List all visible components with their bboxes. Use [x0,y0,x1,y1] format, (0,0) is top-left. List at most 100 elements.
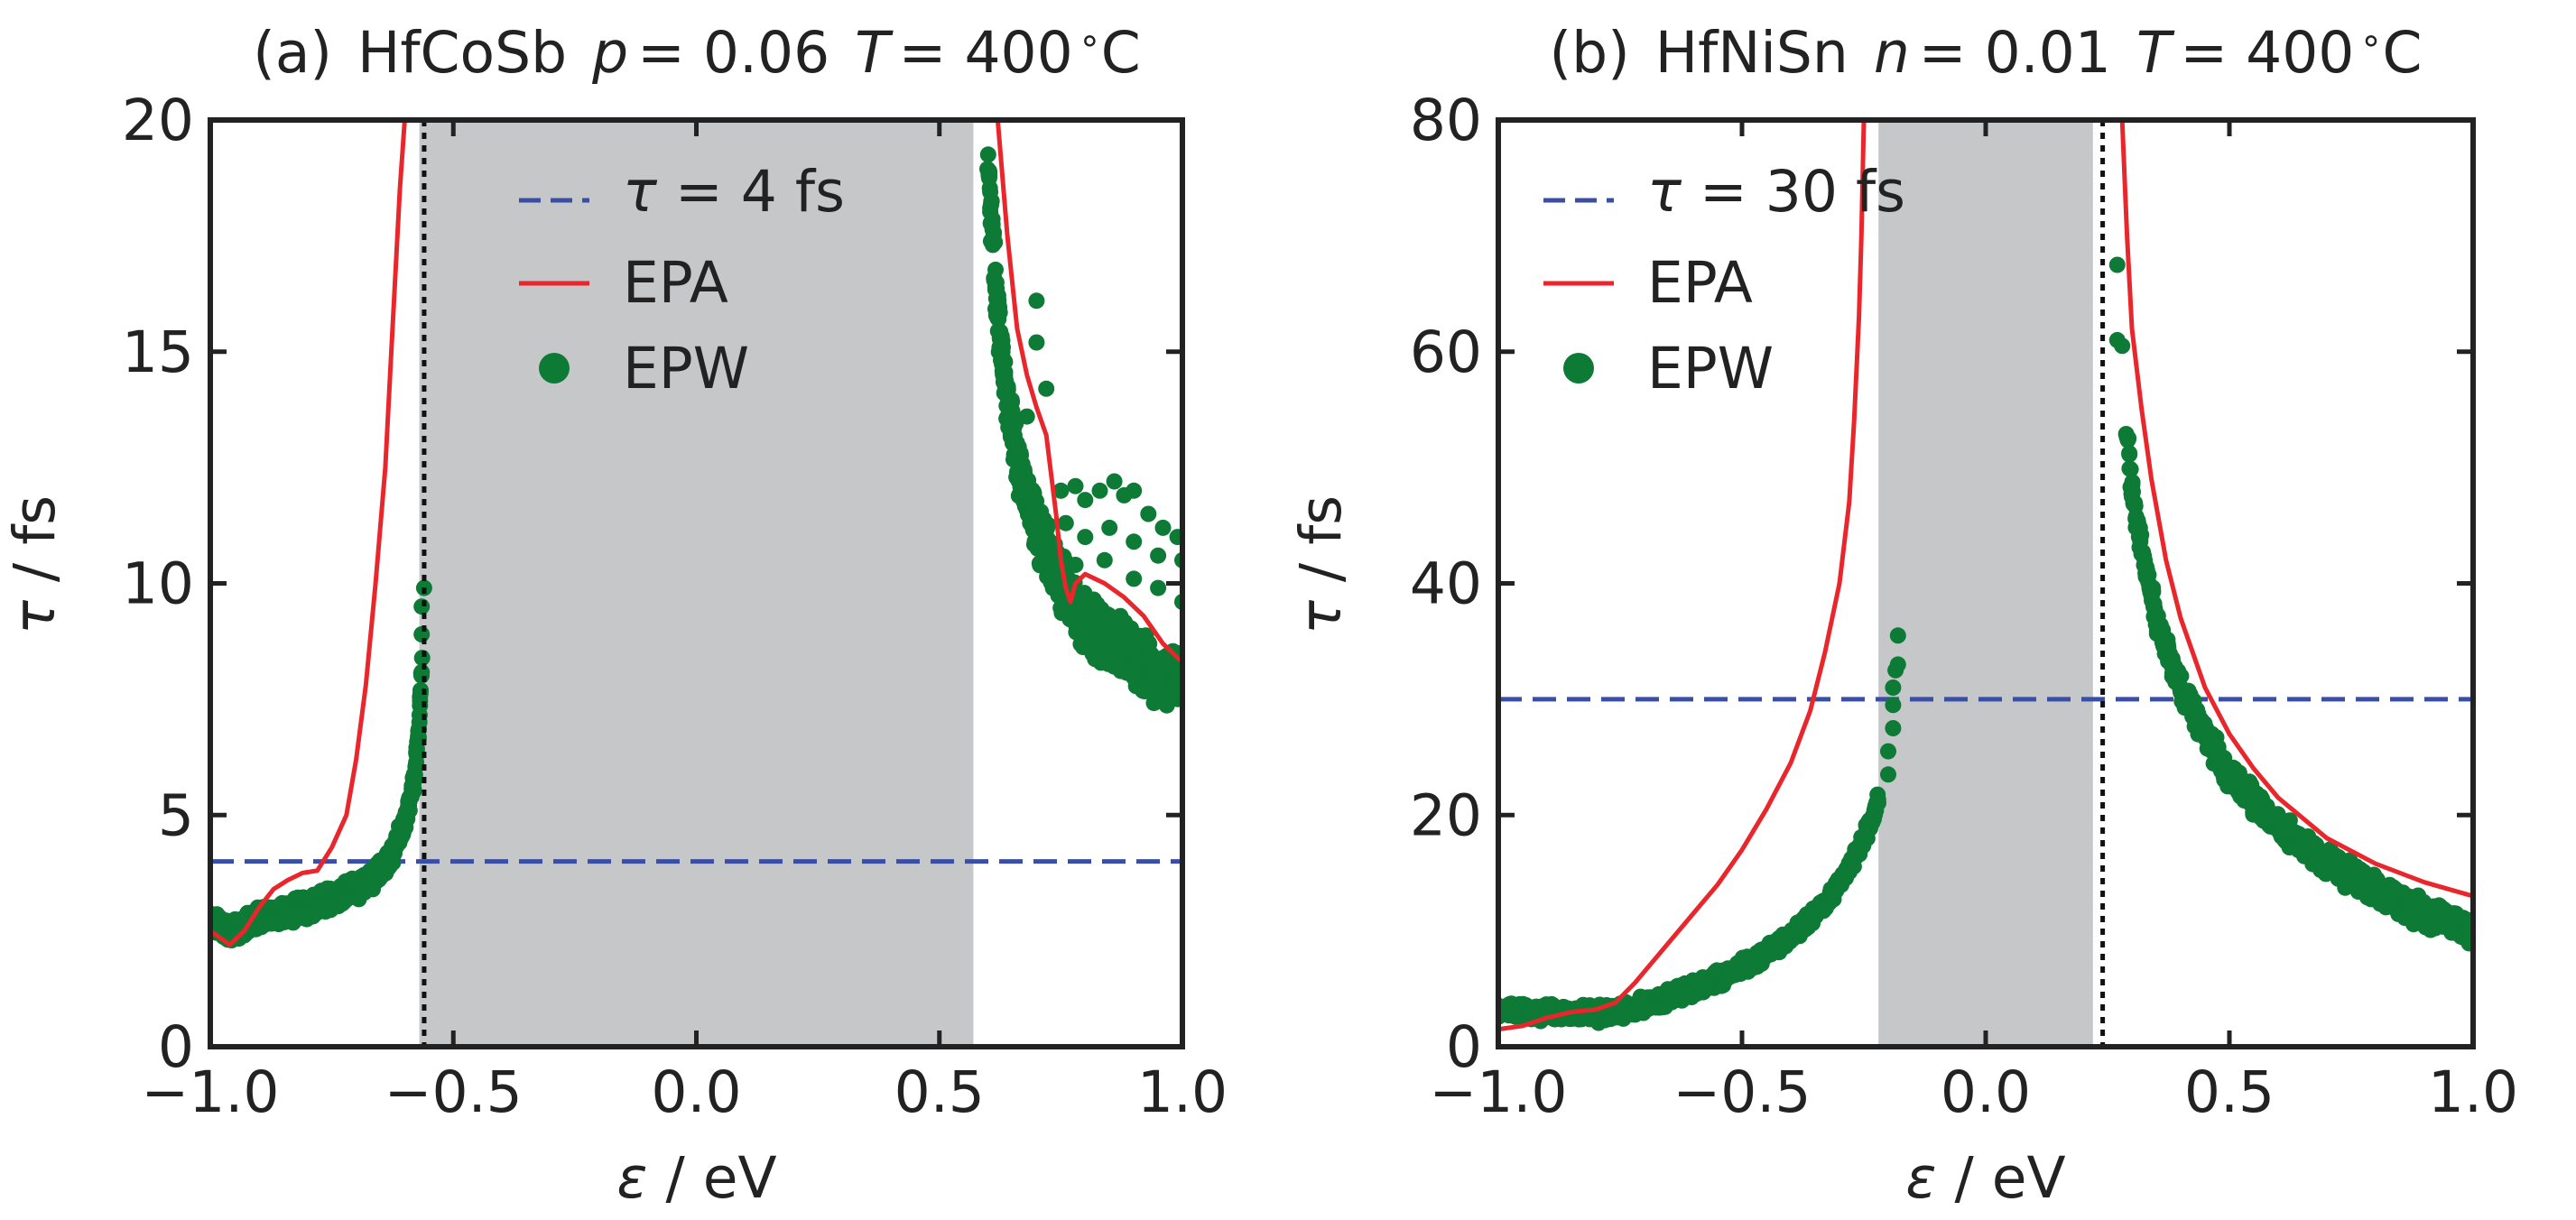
epw-point [1126,533,1143,550]
epw-point [1091,482,1108,499]
epw-point [1885,679,1902,696]
epw-point [1880,766,1896,783]
epa-curve-0 [210,120,408,947]
epw-point [413,598,431,615]
x-tick-label: −1.0 [1430,1059,1568,1125]
epw-point [1096,551,1113,568]
epw-point [1885,720,1902,736]
legend-b-dot-swatch [1563,353,1594,384]
epw-point [983,192,1000,209]
epw-point [987,261,1004,278]
epw-point [1057,514,1074,531]
y-tick-label: 20 [122,88,194,153]
legend-a-dot-swatch [539,353,570,384]
x-tick-label: −0.5 [385,1059,523,1125]
epw-point [1101,519,1118,536]
panel-b-legend: τ = 30 fs EPA EPW [1543,159,1905,402]
x-tick-label: −1.0 [142,1059,280,1125]
epw-point [995,338,1011,356]
plot-1-clip [1498,120,2473,1047]
y-tick-label: 15 [122,319,194,385]
epw-point [1004,402,1021,420]
epw-point [1889,656,1906,673]
epw-point [2121,446,2138,463]
panel-b: (b) HfNiSn n = 0.01 T = 400 ∘C −1.0 −0.5 0.0 0.5 1… [1288,20,2518,1211]
epw-point [1150,579,1167,596]
epw-point [1067,477,1084,494]
epw-point [2145,583,2162,600]
epw-point [2122,461,2139,478]
epw-point [1028,292,1045,310]
panel-b-x-axis-label: ε / eV [1905,1145,2065,1211]
x-tick-label: −0.5 [1673,1059,1812,1125]
y-tick-label: 60 [1410,319,1482,385]
epw-point [1106,473,1123,490]
epw-scatter [1498,256,2473,1031]
plot-0-clip [210,120,1182,1047]
y-tick-label: 0 [1446,1014,1482,1080]
x-tick-label: 0.0 [1941,1059,2031,1125]
epw-point [1169,529,1182,546]
epw-point [2108,256,2126,273]
plot-frame [208,117,1185,1049]
legend-a-entry-3: EPW [623,336,749,402]
epw-point [1040,516,1057,533]
legend-b-entry-1: τ = 30 fs [1647,159,1905,225]
y-tick-label: 5 [158,782,194,848]
legend-a-entry-1: τ = 4 fs [623,159,845,225]
epw-point [1150,547,1167,564]
epw-point [1052,482,1070,499]
legend-b-entry-3: EPW [1647,336,1774,402]
y-tick-label: 0 [158,1014,194,1080]
epw-point [991,304,1008,321]
epw-point [1889,627,1906,644]
panel-b-y-axis-label: τ / fs [1288,495,1354,634]
epw-point [405,781,422,798]
epw-point [1038,380,1055,397]
epa-curve-0 [1498,120,1867,1032]
plot-a-area: −1.0 −0.5 0.0 0.5 1.0 0 5 10 15 20 [122,88,1228,1125]
y-tick-label: 20 [1410,782,1482,848]
epw-point [1018,408,1035,425]
epw-point [1077,529,1094,546]
epw-point [2133,526,2150,543]
plot-b-area: −1.0 −0.5 0.0 0.5 1.0 0 20 40 60 80 [1410,88,2518,1125]
legend-a-entry-2: EPA [623,250,728,316]
epw-point [981,164,998,181]
epw-point [1154,519,1172,536]
band-gap-region [1878,120,2093,1047]
epa-curve-1 [995,120,1182,664]
panel-a-title: (a) HfCoSb p = 0.06 T = 400 ∘C [253,20,1141,86]
epa-curve-1 [2119,120,2473,899]
epw-point [987,234,1004,251]
panel-a: (a) HfCoSb p = 0.06 T = 400 ∘C −1.0 −0.5 0.0 0.5 1… [2,20,1228,1211]
epw-point [1140,505,1157,522]
epw-point [413,626,431,642]
x-tick-label: 0.5 [894,1059,985,1125]
x-tick-label: 1.0 [1137,1059,1228,1125]
epw-point [1126,482,1143,499]
panel-a-legend: τ = 4 fs EPA EPW [519,159,845,402]
epw-point [1126,570,1143,587]
epw-point [2108,331,2126,348]
band-gap-region [419,120,974,1047]
x-tick-label: 0.0 [651,1059,741,1125]
epw-point [413,667,430,684]
epw-point [1028,334,1045,351]
epw-point [408,743,425,760]
epw-point [1067,557,1084,573]
epw-point [981,180,998,197]
epw-point [1880,743,1896,760]
plot-frame [1496,117,2476,1049]
epw-point [979,146,996,163]
panel-a-x-axis-label: ε / eV [616,1145,776,1211]
epw-point [1077,492,1094,509]
epw-point [1870,794,1886,811]
epw-point [406,766,423,783]
x-tick-label: 0.5 [2184,1059,2275,1125]
panel-a-y-axis-label: τ / fs [2,495,68,634]
epw-point [2120,430,2137,447]
legend-b-entry-2: EPA [1647,250,1753,316]
y-tick-label: 10 [122,551,194,617]
